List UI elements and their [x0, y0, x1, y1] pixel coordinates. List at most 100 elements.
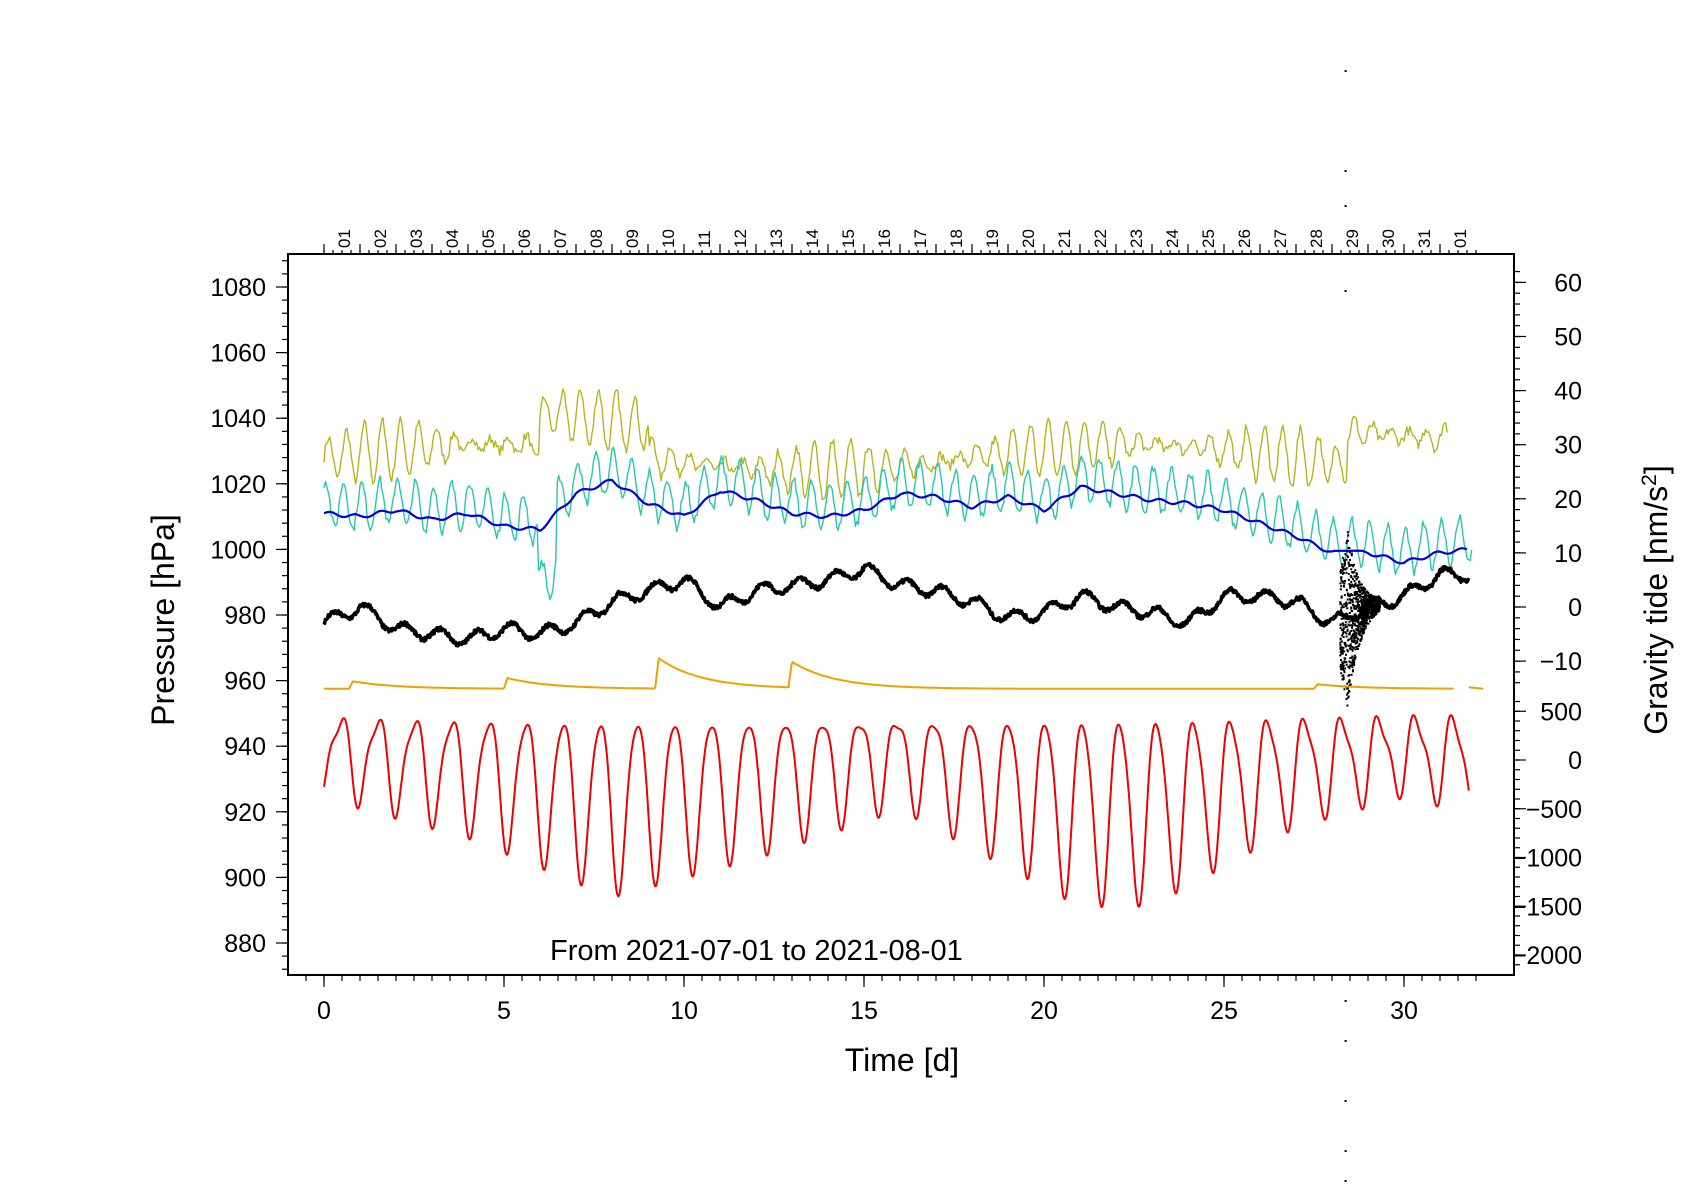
residual-scatter-point — [1355, 636, 1358, 639]
residual-scatter-point — [1339, 663, 1342, 666]
top-day-label: 28 — [1307, 229, 1326, 248]
residual-scatter-point — [1356, 585, 1359, 588]
residual-scatter-point — [1363, 600, 1366, 603]
residual-scatter-point — [1355, 606, 1358, 609]
residual-scatter-point — [1352, 571, 1355, 574]
top-day-label: 21 — [1055, 229, 1074, 248]
residual-scatter-point — [1363, 620, 1366, 623]
residual-scatter-point — [1352, 629, 1355, 632]
residual-scatter-point — [1339, 650, 1342, 653]
residual-scatter-point — [1353, 616, 1356, 619]
residual-scatter-point — [1341, 569, 1344, 572]
residual-scatter-point — [1359, 640, 1362, 643]
residual-scatter-point — [1341, 565, 1344, 568]
residual-scatter-point — [1370, 608, 1373, 611]
residual-scatter-point — [1347, 639, 1350, 642]
residual-scatter-point — [1351, 593, 1354, 596]
residual-scatter-point — [1361, 620, 1364, 623]
residual-scatter-point — [1341, 652, 1344, 655]
residual-scatter-point — [1345, 571, 1348, 574]
residual-scatter-point — [1351, 622, 1354, 625]
residual-scatter-point — [1359, 590, 1362, 593]
residual-scatter-point — [1364, 618, 1367, 621]
residual-scatter-point — [1344, 604, 1347, 607]
residual-scatter-point — [1341, 605, 1344, 608]
y-left-tick-label: 940 — [224, 733, 266, 761]
residual-scatter-point — [1360, 621, 1363, 624]
residual-scatter-point — [1348, 547, 1351, 550]
residual-scatter-point — [1356, 603, 1359, 606]
residual-scatter-point — [1351, 664, 1354, 667]
residual-scatter-point — [1348, 631, 1351, 634]
residual-scatter-point — [1357, 624, 1360, 627]
residual-scatter-point — [1350, 609, 1353, 612]
residual-scatter-point — [1353, 613, 1356, 616]
residual-scatter-point — [1342, 646, 1345, 649]
residual-scatter-point — [1366, 610, 1369, 613]
residual-scatter-point — [1358, 608, 1361, 611]
residual-scatter-point — [1363, 622, 1366, 625]
residual-scatter-point — [1346, 648, 1349, 651]
residual-scatter-point — [1343, 559, 1346, 562]
residual-scatter-point — [1360, 599, 1363, 602]
residual-scatter-point — [1361, 631, 1364, 634]
residual-scatter-point — [1352, 597, 1355, 600]
residual-scatter-point — [1368, 593, 1371, 596]
residual-scatter-point — [1365, 605, 1368, 608]
residual-scatter-point — [1342, 567, 1345, 570]
residual-scatter-point — [1347, 578, 1350, 581]
residual-scatter-point — [1339, 646, 1342, 649]
residual-scatter-point — [1351, 615, 1354, 618]
residual-scatter-point — [1339, 626, 1342, 629]
residual-scatter-point — [1347, 623, 1350, 626]
residual-scatter-point — [1354, 642, 1357, 645]
residual-scatter-point — [1355, 607, 1358, 610]
residual-scatter-point — [1339, 641, 1342, 644]
residual-scatter-point — [1339, 602, 1342, 605]
residual-scatter-point — [1365, 613, 1368, 616]
y-left-tick-label: 1000 — [210, 536, 266, 564]
residual-scatter-point — [1363, 613, 1366, 616]
top-day-label: 07 — [551, 229, 570, 248]
residual-scatter-point — [1357, 594, 1360, 597]
residual-scatter-point — [1369, 596, 1372, 599]
residual-scatter-point — [1355, 595, 1358, 598]
residual-scatter-point — [1348, 620, 1351, 623]
x-tick-label: 30 — [1390, 997, 1418, 1025]
residual-scatter-point — [1353, 591, 1356, 594]
residual-scatter-point — [1350, 637, 1353, 640]
residual-scatter-point — [1355, 591, 1358, 594]
residual-scatter-point — [1346, 531, 1349, 534]
residual-scatter-point — [1353, 656, 1356, 659]
y-right-upper-tick-label: 40 — [1554, 378, 1582, 406]
residual-scatter-point — [1370, 602, 1373, 605]
y-right-upper-tick-label: 30 — [1554, 432, 1582, 460]
residual-scatter-point — [1355, 632, 1358, 635]
residual-scatter-point — [1355, 645, 1358, 648]
residual-scatter-point — [1341, 572, 1344, 575]
residual-scatter-point — [1359, 583, 1362, 586]
top-day-label: 25 — [1199, 229, 1218, 248]
x-tick-label: 10 — [670, 997, 698, 1025]
outlier-point — [1344, 1180, 1347, 1182]
top-day-label: 14 — [803, 229, 822, 248]
residual-scatter-point — [1348, 644, 1351, 647]
residual-scatter-point — [1356, 598, 1359, 601]
residual-scatter-point — [1358, 580, 1361, 583]
residual-scatter-point — [1353, 579, 1356, 582]
y-right-lower-tick-label: −1500 — [1512, 893, 1582, 921]
residual-scatter-point — [1348, 598, 1351, 601]
residual-scatter-point — [1349, 683, 1352, 686]
residual-scatter-point — [1358, 614, 1361, 617]
residual-scatter-point — [1344, 568, 1347, 571]
residual-scatter-point — [1347, 562, 1350, 565]
residual-scatter-point — [1340, 672, 1343, 675]
residual-scatter-point — [1345, 663, 1348, 666]
residual-scatter-point — [1341, 604, 1344, 607]
outlier-point — [1344, 205, 1347, 207]
x-tick-label: 25 — [1210, 997, 1238, 1025]
residual-scatter-point — [1344, 653, 1347, 656]
residual-scatter-point — [1356, 615, 1359, 618]
residual-scatter-point — [1353, 606, 1356, 609]
